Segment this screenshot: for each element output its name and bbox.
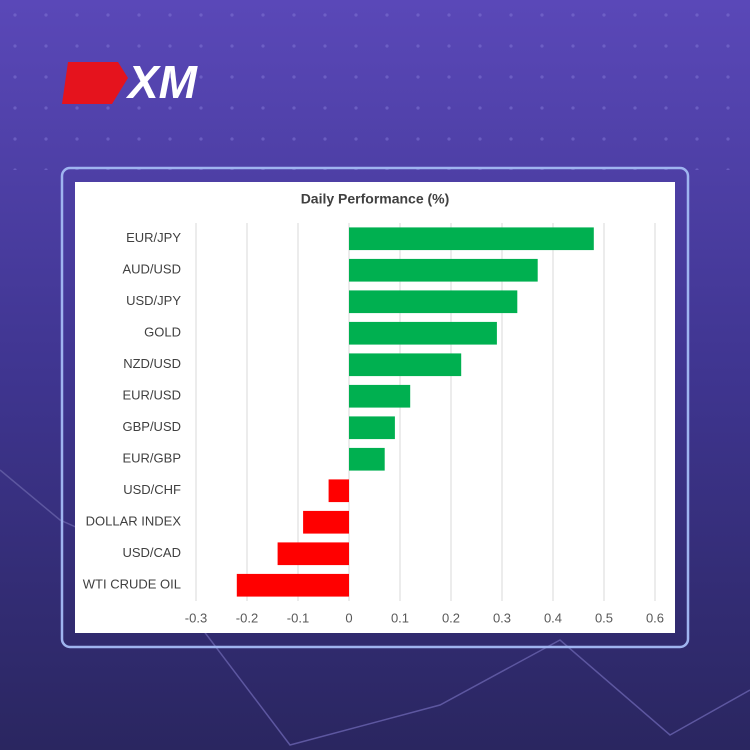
bar	[236, 573, 349, 597]
bar	[303, 510, 349, 534]
x-tick-label: 0.6	[646, 610, 664, 625]
y-tick-label: WTI CRUDE OIL	[83, 577, 181, 592]
bar	[349, 290, 518, 314]
logo-mark	[62, 62, 128, 104]
frame	[60, 166, 690, 649]
y-tick-label: USD/CAD	[122, 545, 181, 560]
y-tick-label: AUD/USD	[122, 262, 181, 277]
y-tick-label: GBP/USD	[122, 419, 181, 434]
x-tick-label: 0.2	[442, 610, 460, 625]
x-tick-label: 0.5	[595, 610, 613, 625]
x-tick-label: 0.3	[493, 610, 511, 625]
y-tick-label: EUR/GBP	[122, 451, 181, 466]
x-tick-label: 0.4	[544, 610, 562, 625]
bar	[349, 416, 395, 440]
bar	[328, 479, 349, 503]
y-tick-label: USD/CHF	[123, 482, 181, 497]
y-tick-label: DOLLAR INDEX	[86, 514, 182, 529]
x-tick-label: -0.3	[185, 610, 207, 625]
y-tick-label: EUR/JPY	[126, 230, 181, 245]
x-tick-label: -0.1	[287, 610, 309, 625]
bar	[349, 447, 385, 471]
chart-title: Daily Performance (%)	[301, 191, 450, 207]
logo-text: XM	[125, 56, 199, 108]
bar	[349, 384, 411, 408]
x-tick-label: 0.1	[391, 610, 409, 625]
bar	[349, 353, 462, 377]
y-tick-label: USD/JPY	[126, 293, 181, 308]
bar	[349, 227, 594, 251]
bar	[349, 321, 497, 345]
x-tick-label: 0	[345, 610, 352, 625]
x-tick-label: -0.2	[236, 610, 258, 625]
bar	[349, 258, 538, 282]
y-tick-label: GOLD	[144, 325, 181, 340]
y-tick-label: EUR/USD	[122, 388, 181, 403]
bar	[277, 542, 349, 566]
y-tick-label: NZD/USD	[123, 356, 181, 371]
dot-pattern	[0, 0, 750, 170]
